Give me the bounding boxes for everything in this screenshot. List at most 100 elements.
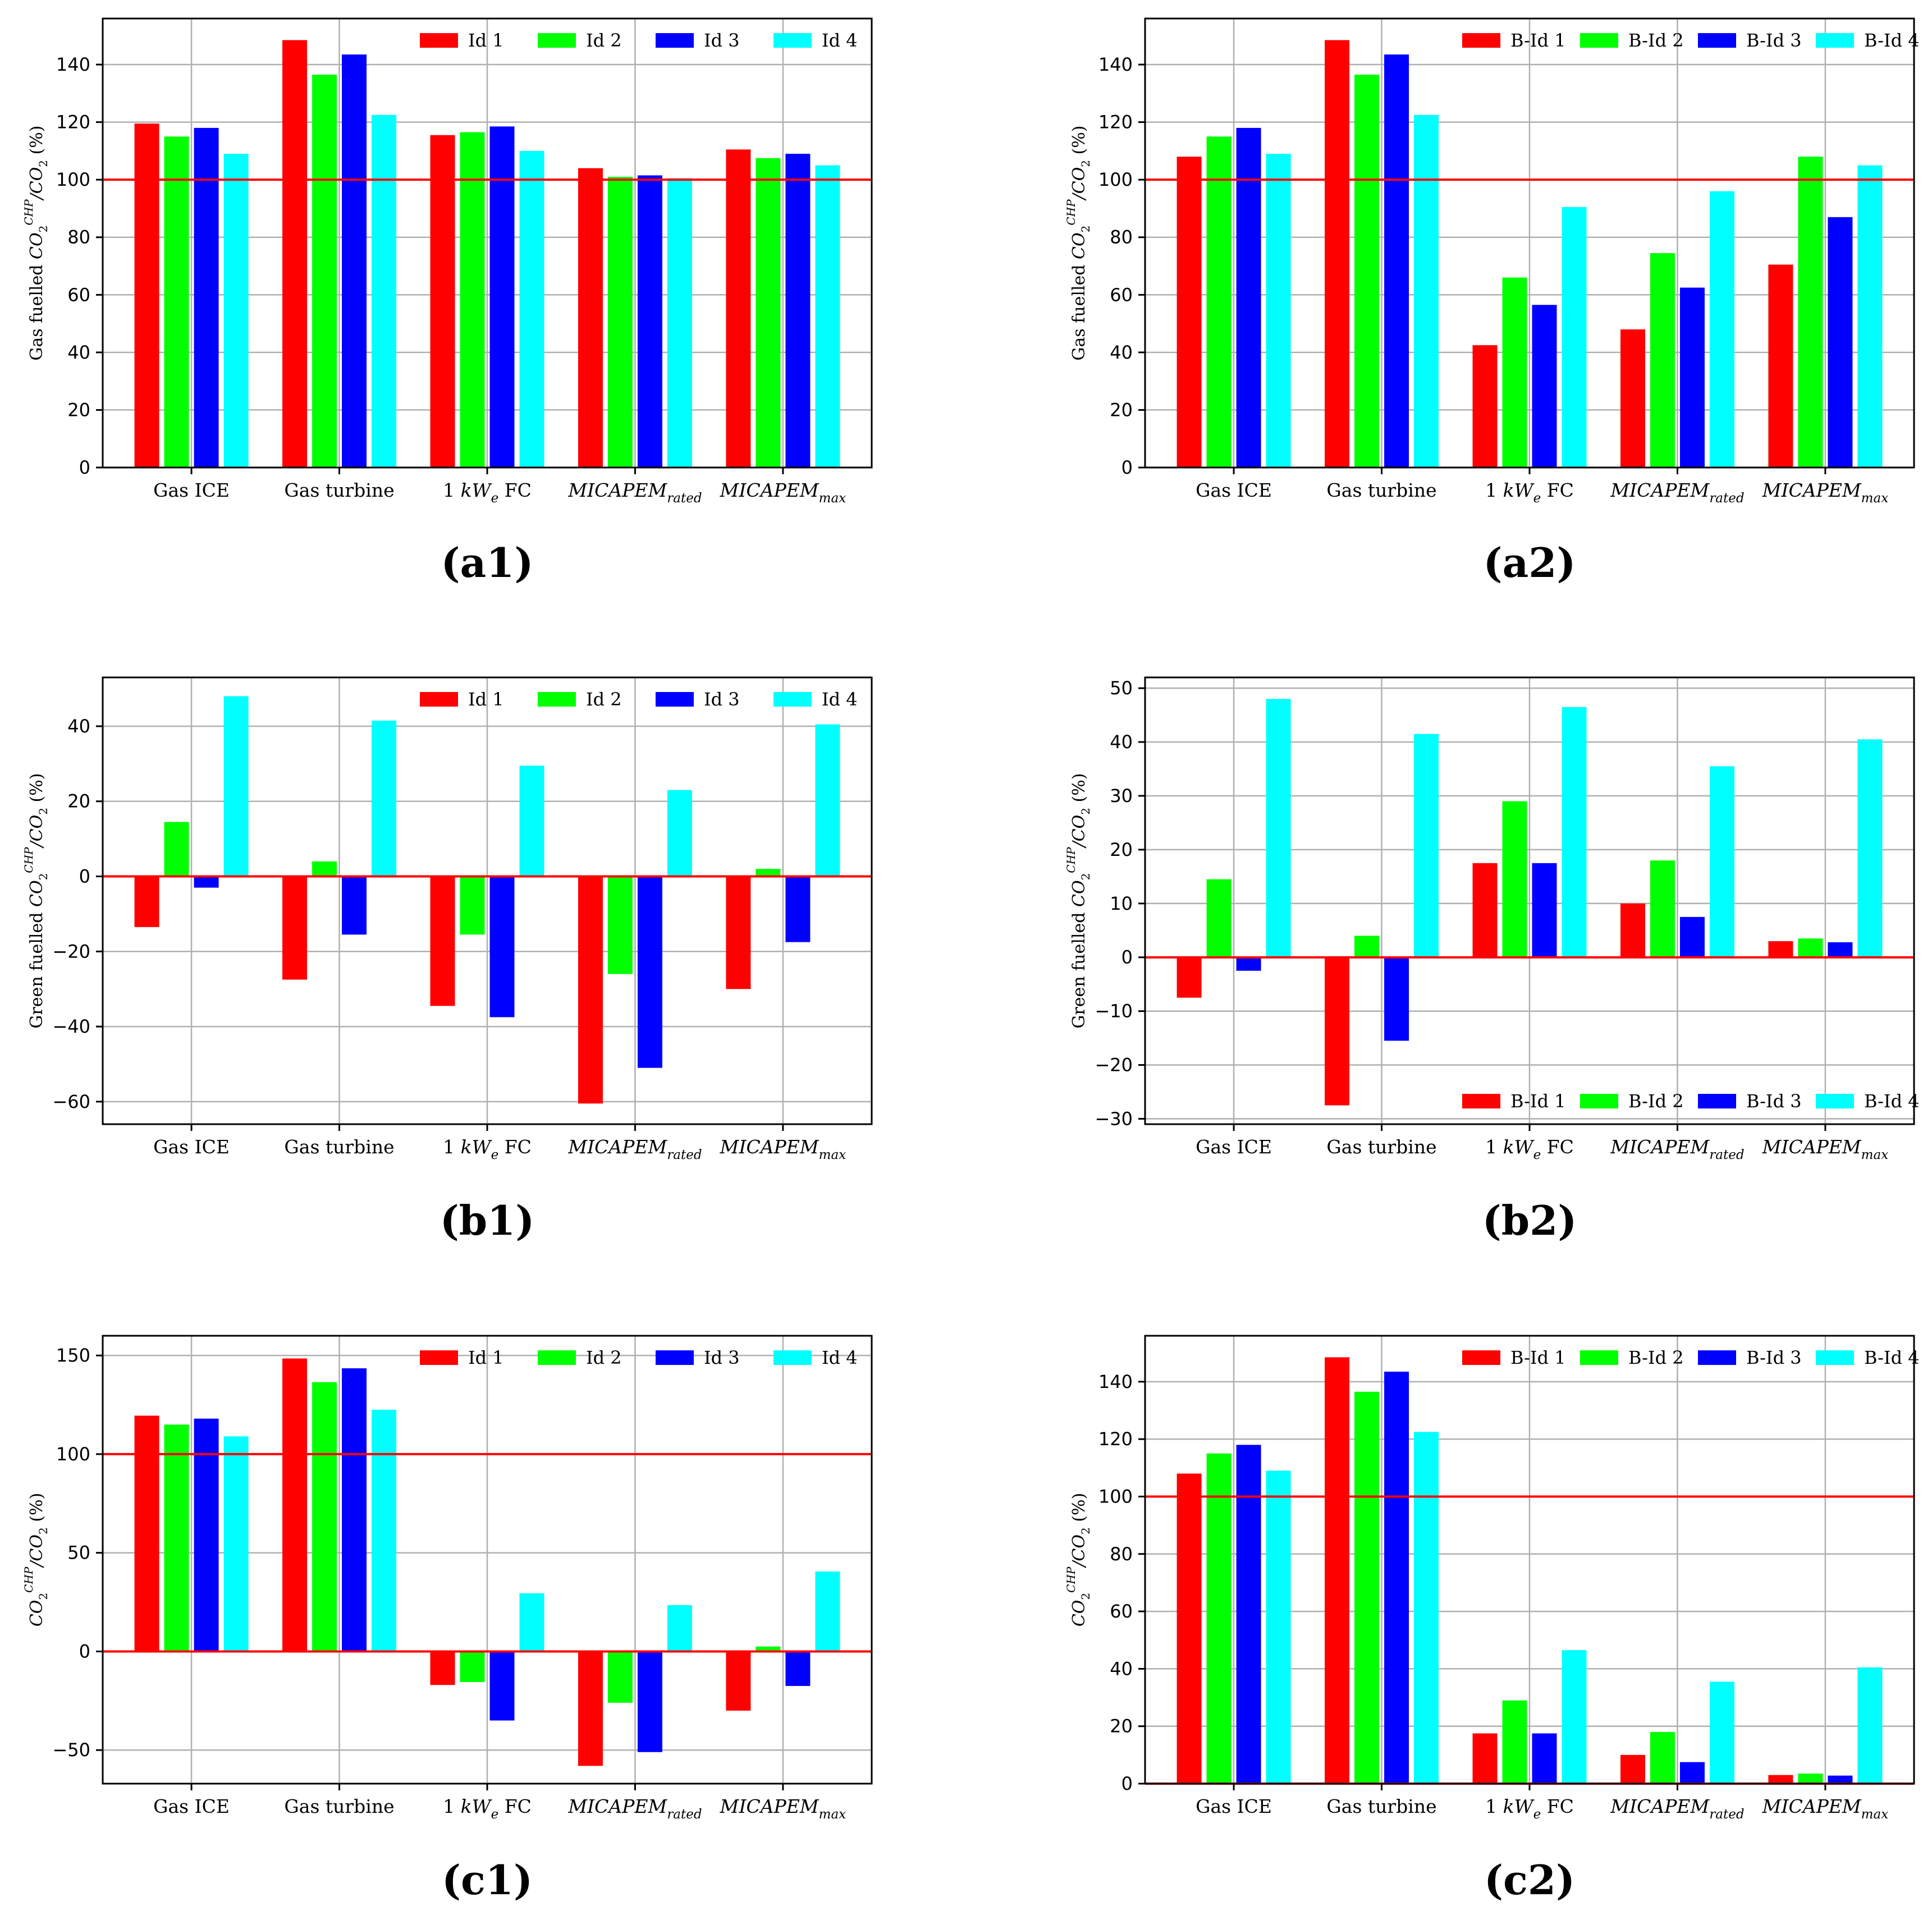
ylabel-unit: (%) [27, 773, 47, 808]
ylabel-unit: (%) [27, 1493, 47, 1527]
bar-id-3 [489, 126, 515, 468]
bar-id-4 [372, 1409, 397, 1652]
y-tick-label: 80 [1110, 1543, 1133, 1565]
x-tick-label: MICAPEMmax [720, 1136, 846, 1162]
y-tick-label: −40 [52, 1016, 90, 1037]
bar-id-4 [815, 1571, 840, 1652]
bar-b-id-4 [1266, 1470, 1291, 1784]
bar-b-id-3 [1828, 1775, 1853, 1784]
bar-id-2 [607, 1651, 633, 1703]
legend-label: B-Id 3 [1746, 1090, 1802, 1112]
y-axis-label: Green fuelled CO2CHP/CO2 (%) [22, 773, 50, 1029]
chart-panel-c2: 0 20 40 60 80 100 120 140 Gas ICE Gas turbine 1 kW… [1064, 1335, 1920, 1822]
ylabel-co: CO [1069, 880, 1089, 907]
x-tick-label: Gas ICE [1196, 479, 1272, 501]
legend-swatch [773, 33, 812, 48]
bar-id-4 [372, 720, 397, 877]
y-tick-label: 120 [1098, 112, 1133, 133]
bar-b-id-4 [1709, 191, 1734, 468]
bar-b-id-1 [1472, 863, 1498, 957]
x-tick-label: Gas turbine [284, 1136, 394, 1158]
bar-id-3 [342, 876, 367, 935]
bar-b-id-1 [1620, 329, 1645, 468]
bar-b-id-1 [1176, 957, 1202, 998]
ylabel-sub: 2 [1079, 226, 1092, 233]
y-tick-label: 0 [1121, 947, 1133, 968]
legend-label: B-Id 2 [1628, 1347, 1684, 1368]
bar-id-4 [519, 766, 544, 877]
legend-label: B-Id 4 [1864, 1347, 1920, 1368]
x-tick-label: 1 kWe FC [1485, 1795, 1574, 1822]
legend-label: Id 4 [822, 689, 858, 710]
y-tick-label: 120 [56, 112, 90, 133]
bar-id-3 [785, 1651, 811, 1686]
legend-swatch [538, 33, 576, 48]
bar-id-3 [637, 175, 662, 468]
x-tick-label: Gas turbine [1326, 479, 1436, 501]
x-tick-label: Gas turbine [284, 479, 394, 501]
bar-id-3 [342, 54, 367, 468]
ylabel-unit: (%) [27, 126, 47, 160]
bar-id-2 [164, 136, 189, 468]
bar-id-4 [223, 1436, 249, 1652]
ylabel-sub: 2 [36, 226, 50, 233]
legend-swatch [538, 692, 576, 707]
x-tick-label: 1 kWe FC [443, 479, 532, 506]
y-axis-label: Green fuelled CO2CHP/CO2 (%) [1064, 773, 1092, 1029]
x-tick-label: Gas ICE [153, 1795, 230, 1817]
ylabel-unit: (%) [1069, 1493, 1089, 1527]
y-tick-label: 10 [1110, 893, 1133, 914]
y-tick-label: 0 [79, 866, 90, 887]
legend-label: Id 1 [468, 1347, 504, 1368]
bar-id-3 [637, 876, 662, 1068]
y-axis-label: Gas fuelled CO2CHP/CO2 (%) [1064, 126, 1092, 361]
x-tick-subscript: rated [667, 491, 702, 506]
legend-label: B-Id 1 [1510, 1347, 1566, 1368]
bar-id-2 [756, 1646, 781, 1652]
x-tick-subscript: max [1861, 1807, 1889, 1822]
bar-b-id-4 [1562, 707, 1587, 957]
legend-swatch [656, 1350, 694, 1365]
bar-id-4 [815, 165, 840, 468]
ylabel-sup: CHP [1064, 199, 1078, 226]
x-tick-label: MICAPEMrated [567, 479, 702, 506]
legend-swatch [1816, 1094, 1854, 1108]
x-tick-label: MICAPEMmax [720, 479, 846, 506]
panel-caption: (c2) [1484, 1856, 1575, 1904]
chart-panel-a2: 0 20 40 60 80 100 120 140 Gas ICE Gas turbine 1 kW… [1064, 17, 1920, 506]
x-tick-subscript: e [1533, 1148, 1541, 1162]
legend-swatch [1698, 1094, 1736, 1108]
ylabel-slash: /CO [1069, 815, 1089, 849]
ylabel-unit: (%) [1069, 773, 1089, 808]
bar-b-id-1 [1768, 941, 1793, 957]
legend-swatch [773, 1350, 812, 1365]
y-tick-label: 0 [79, 457, 90, 478]
bar-id-2 [164, 1424, 189, 1652]
bar-id-4 [667, 178, 692, 468]
ylabel-sup: CHP [22, 199, 35, 226]
y-axis-label: Gas fuelled CO2CHP/CO2 (%) [22, 126, 50, 361]
chart-panel-b1: −60 −40 −20 0 20 40 Gas ICE Gas turbine 1 kWe FC… [22, 676, 873, 1162]
bar-b-id-3 [1236, 1445, 1261, 1784]
bar-b-id-4 [1414, 114, 1439, 468]
y-tick-label: 100 [56, 169, 90, 190]
x-tick-subscript: rated [1709, 491, 1744, 506]
bar-id-4 [667, 1605, 692, 1652]
bar-id-1 [282, 1358, 308, 1652]
x-tick-italic: kW [461, 1136, 493, 1158]
x-tick-label: Gas turbine [1326, 1136, 1436, 1158]
ylabel-slash: /CO [1069, 167, 1089, 201]
legend-swatch [1580, 1350, 1618, 1365]
x-tick-label: 1 kWe FC [1485, 479, 1574, 506]
bar-id-1 [430, 135, 455, 468]
panel-caption: (c1) [442, 1856, 533, 1904]
bar-b-id-3 [1384, 1371, 1409, 1784]
bar-b-id-1 [1472, 345, 1498, 468]
x-tick-rest: FC [1541, 1136, 1574, 1158]
y-tick-label: 60 [67, 284, 90, 305]
x-tick-subscript: rated [667, 1807, 702, 1822]
panel-caption: (a2) [1484, 539, 1576, 587]
bar-b-id-3 [1828, 942, 1853, 957]
bar-id-2 [164, 822, 189, 877]
legend-label: B-Id 4 [1864, 1090, 1920, 1112]
